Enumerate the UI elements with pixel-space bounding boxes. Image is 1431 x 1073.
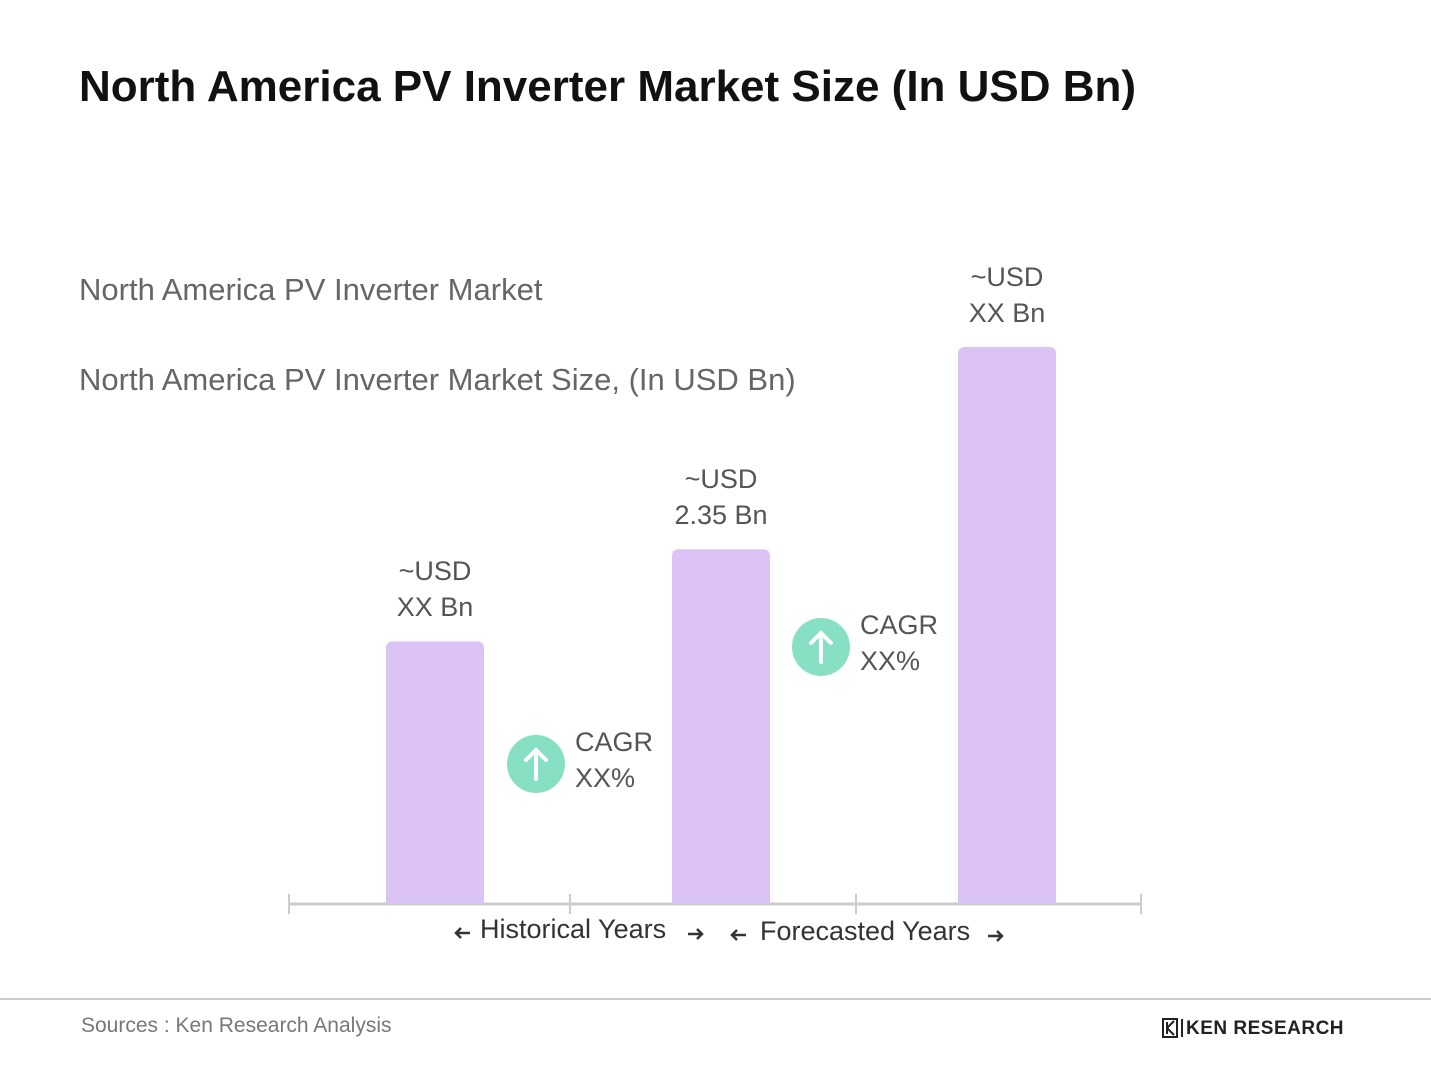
cagr-label: CAGR XX% [860, 610, 939, 676]
chart-title: North America PV Inverter Market Size (I… [79, 62, 1137, 111]
value-label: ~USD XX Bn [968, 262, 1046, 328]
subtitle-line: North America PV Inverter Market [79, 272, 543, 307]
axis-ticks [288, 894, 1142, 914]
cagr-label: CAGR XX% [575, 727, 654, 793]
bar [672, 549, 770, 904]
bar [386, 641, 484, 904]
cagr-arrow [809, 630, 833, 664]
value-label: ~USD XX Bn [396, 556, 474, 623]
period-label: Historical Years [480, 914, 667, 944]
value-label: ~USD 2.35 Bn [674, 464, 768, 531]
period-arrows [454, 927, 1004, 942]
source: Sources : Ken Research Analysis [81, 1014, 392, 1037]
bar [958, 347, 1056, 904]
period-label: Forecasted Years [760, 916, 971, 946]
subtitle-line: North America PV Inverter Market Size, (… [79, 362, 796, 397]
logo: KEN RESEARCH [1186, 1018, 1345, 1039]
cagr-arrow [524, 747, 548, 781]
logo-icon [1162, 1018, 1183, 1038]
chart-subtitle: North America PV Inverter Market North A… [79, 222, 839, 447]
